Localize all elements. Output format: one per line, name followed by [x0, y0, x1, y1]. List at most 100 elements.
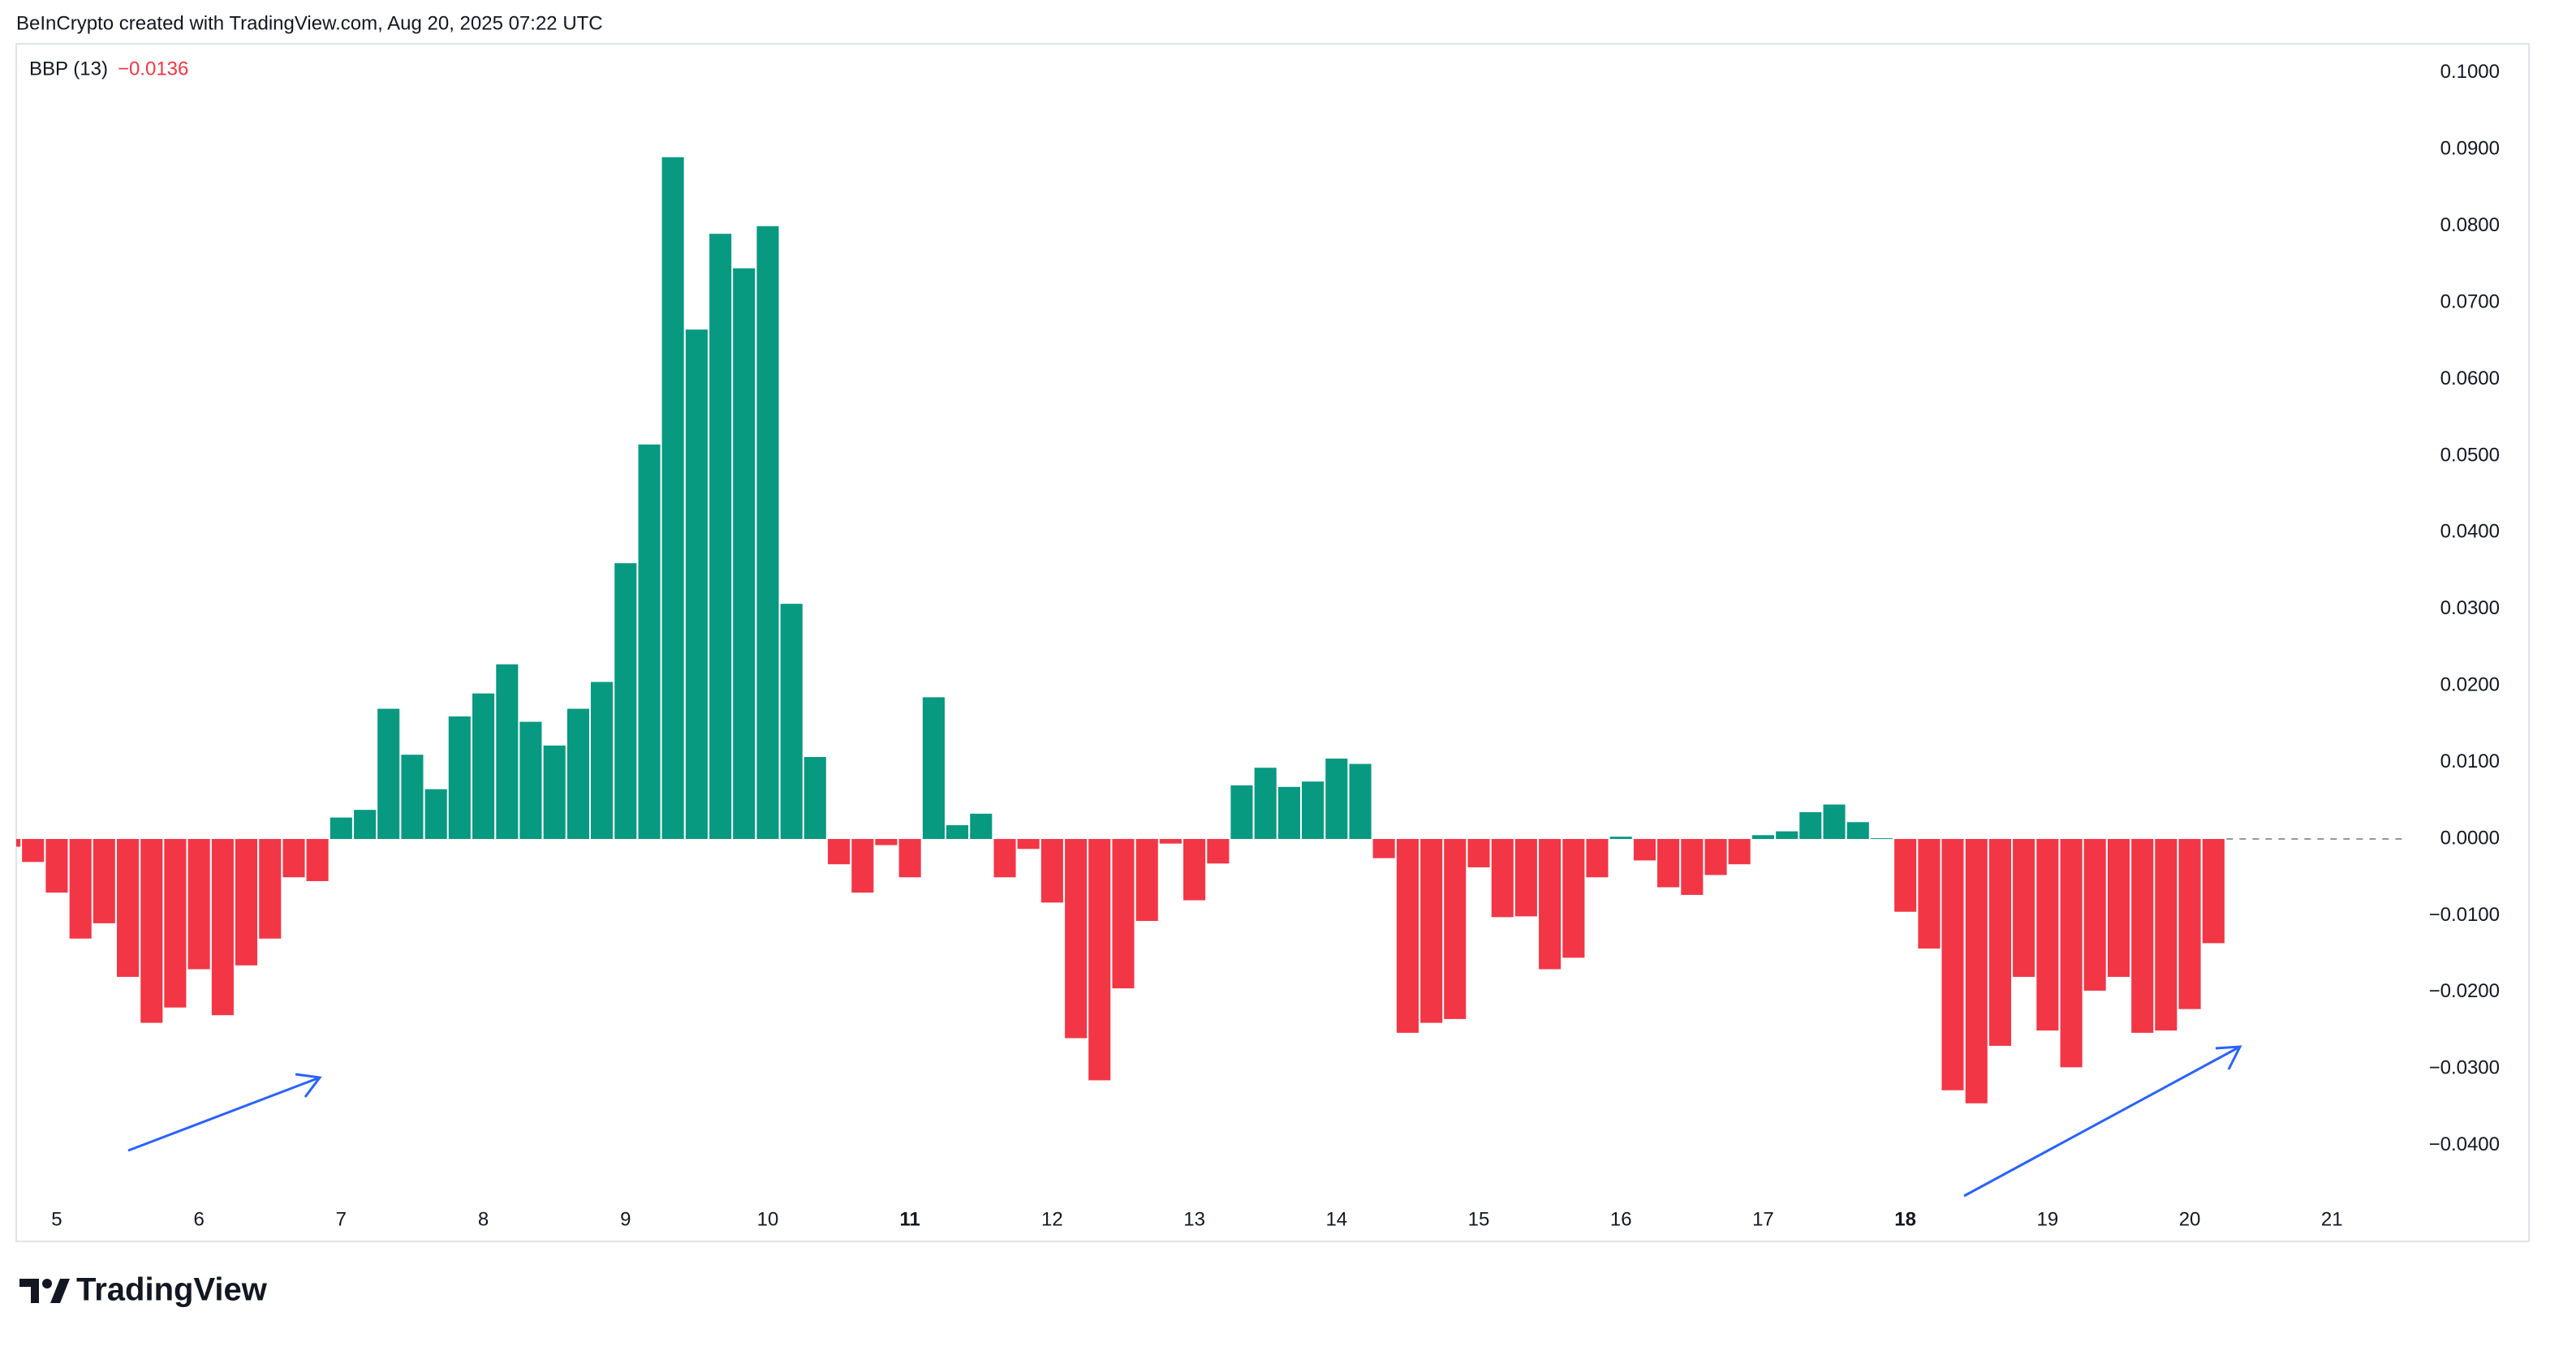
x-tick-label: 21: [2321, 1208, 2343, 1230]
bar: [1017, 839, 1040, 850]
x-tick-label: 16: [1610, 1208, 1632, 1230]
bar: [354, 810, 377, 840]
arrow-line: [1963, 1045, 2241, 1198]
bar: [851, 839, 874, 893]
x-tick-label: 5: [51, 1208, 62, 1230]
bar: [22, 839, 45, 862]
x-tick-label: 9: [620, 1208, 631, 1230]
bar: [1823, 804, 1846, 840]
bar: [1846, 822, 1869, 840]
y-tick-label: 0.0100: [2440, 751, 2500, 772]
y-tick-label: −0.0300: [2429, 1057, 2500, 1079]
y-tick-label: 0.0000: [2440, 827, 2500, 849]
x-tick-label: 8: [478, 1208, 489, 1230]
bar: [16, 839, 21, 847]
y-tick-label: 0.0400: [2440, 521, 2500, 543]
bar: [2036, 839, 2059, 1031]
x-tick-label: 18: [1894, 1208, 1916, 1230]
bar: [1609, 837, 1632, 840]
bar: [164, 839, 187, 1008]
bar: [590, 682, 614, 840]
bar: [472, 693, 495, 840]
legend-value: −0.0136: [118, 58, 188, 80]
bar: [709, 234, 732, 840]
bar: [1965, 839, 1988, 1103]
bar: [2178, 839, 2201, 1009]
bar: [2131, 839, 2154, 1033]
y-tick-label: 0.0900: [2440, 138, 2500, 160]
bar: [1586, 839, 1609, 878]
bar: [2202, 839, 2225, 944]
bar: [993, 839, 1016, 878]
bar: [780, 604, 803, 840]
x-tick-label: 7: [336, 1208, 347, 1230]
bar: [1657, 839, 1680, 888]
bar: [187, 839, 210, 970]
bar: [1207, 839, 1230, 864]
bar: [2107, 839, 2130, 977]
bar: [424, 789, 447, 840]
bar: [1941, 839, 1964, 1090]
bar: [1751, 835, 1774, 840]
bar: [1254, 768, 1277, 840]
bar: [1135, 839, 1158, 922]
bar: [875, 839, 898, 845]
bar: [946, 825, 969, 840]
x-tick-label: 19: [2037, 1208, 2059, 1230]
bar: [1894, 839, 1917, 912]
bar: [1040, 839, 1063, 903]
y-tick-label: 0.0200: [2440, 674, 2500, 696]
y-tick-label: −0.0100: [2429, 904, 2500, 926]
bars: [16, 157, 2225, 1103]
x-tick-label: 6: [193, 1208, 204, 1230]
arrow-head: [295, 1073, 322, 1098]
bar: [1562, 839, 1585, 958]
attribution: BeInCrypto created with TradingView.com,…: [16, 12, 603, 34]
bar: [1728, 839, 1751, 865]
arrow-line: [127, 1076, 321, 1152]
bar: [1372, 839, 1395, 858]
bar: [211, 839, 234, 1016]
y-tick-label: 0.0700: [2440, 290, 2500, 312]
x-tick-label: 14: [1325, 1208, 1347, 1230]
y-tick-label: 0.0800: [2440, 214, 2500, 236]
bar: [1183, 839, 1206, 901]
bar: [1444, 839, 1467, 1019]
bar: [661, 157, 684, 840]
x-tick-label: 10: [757, 1208, 779, 1230]
arrow: [127, 1073, 322, 1152]
bar: [1467, 839, 1490, 867]
y-tick-label: −0.0200: [2429, 980, 2500, 1002]
bar: [69, 839, 92, 939]
bar: [116, 839, 140, 977]
bar: [235, 839, 258, 966]
bar: [828, 839, 851, 865]
bar: [733, 268, 756, 840]
footer-logo: TradingView: [19, 1272, 268, 1308]
x-tick-label: 13: [1183, 1208, 1205, 1230]
bar: [401, 755, 424, 840]
y-tick-label: 0.0600: [2440, 368, 2500, 389]
bar: [803, 757, 826, 840]
bar: [1799, 811, 1822, 840]
bar: [1349, 764, 1372, 840]
bar: [1514, 839, 1537, 917]
bar: [566, 708, 589, 840]
x-tick-label: 12: [1041, 1208, 1063, 1230]
x-tick-label: 15: [1468, 1208, 1490, 1230]
bar: [1870, 838, 1893, 840]
bar: [2155, 839, 2178, 1031]
arrow: [1963, 1045, 2242, 1198]
bar: [448, 716, 471, 840]
bar: [1088, 839, 1111, 1081]
bar: [1776, 831, 1798, 840]
bar: [922, 697, 945, 840]
bar: [377, 708, 400, 840]
y-tick-label: 0.0300: [2440, 597, 2500, 619]
bar: [2013, 839, 2035, 977]
logo-mark: [42, 1279, 52, 1288]
bar: [1325, 758, 1348, 840]
bar: [1277, 786, 1301, 840]
x-tick-label: 11: [899, 1208, 920, 1230]
